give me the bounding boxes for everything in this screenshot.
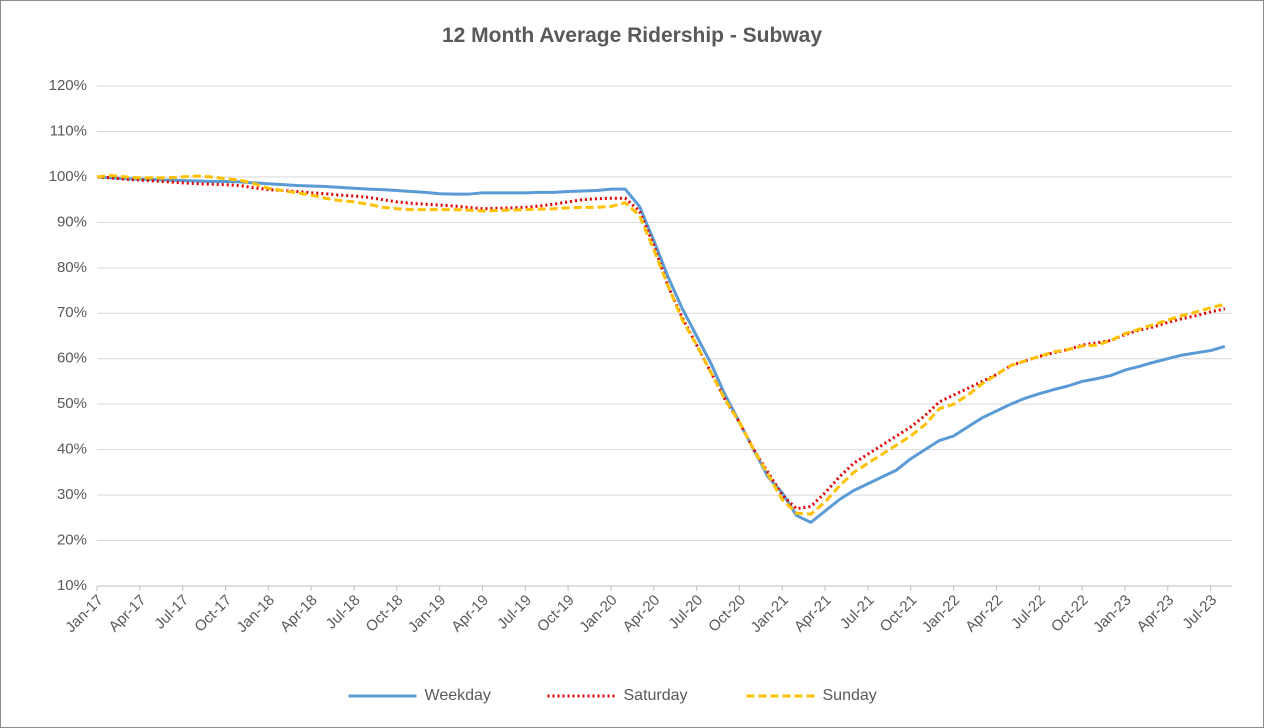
y-tick-label: 70% <box>57 304 87 321</box>
line-series <box>96 175 1226 524</box>
y-tick-label: 90% <box>57 213 87 230</box>
line-series <box>96 174 1226 516</box>
y-tick-label: 80% <box>57 259 87 276</box>
y-tick-label: 60% <box>57 350 87 367</box>
y-tick-label: 40% <box>57 441 87 458</box>
y-tick-label: 30% <box>57 486 87 503</box>
y-tick-label: 120% <box>49 77 87 94</box>
y-tick-label: 20% <box>57 532 87 549</box>
legend-label: Weekday <box>425 687 491 704</box>
y-tick-label: 50% <box>57 395 87 412</box>
y-tick-label: 10% <box>57 577 87 594</box>
y-tick-label: 100% <box>49 168 87 185</box>
y-tick-label: 110% <box>50 122 87 139</box>
chart-title: 12 Month Average Ridership - Subway <box>442 24 822 47</box>
legend-label: Saturday <box>624 687 688 704</box>
legend-label: Sunday <box>823 687 877 704</box>
